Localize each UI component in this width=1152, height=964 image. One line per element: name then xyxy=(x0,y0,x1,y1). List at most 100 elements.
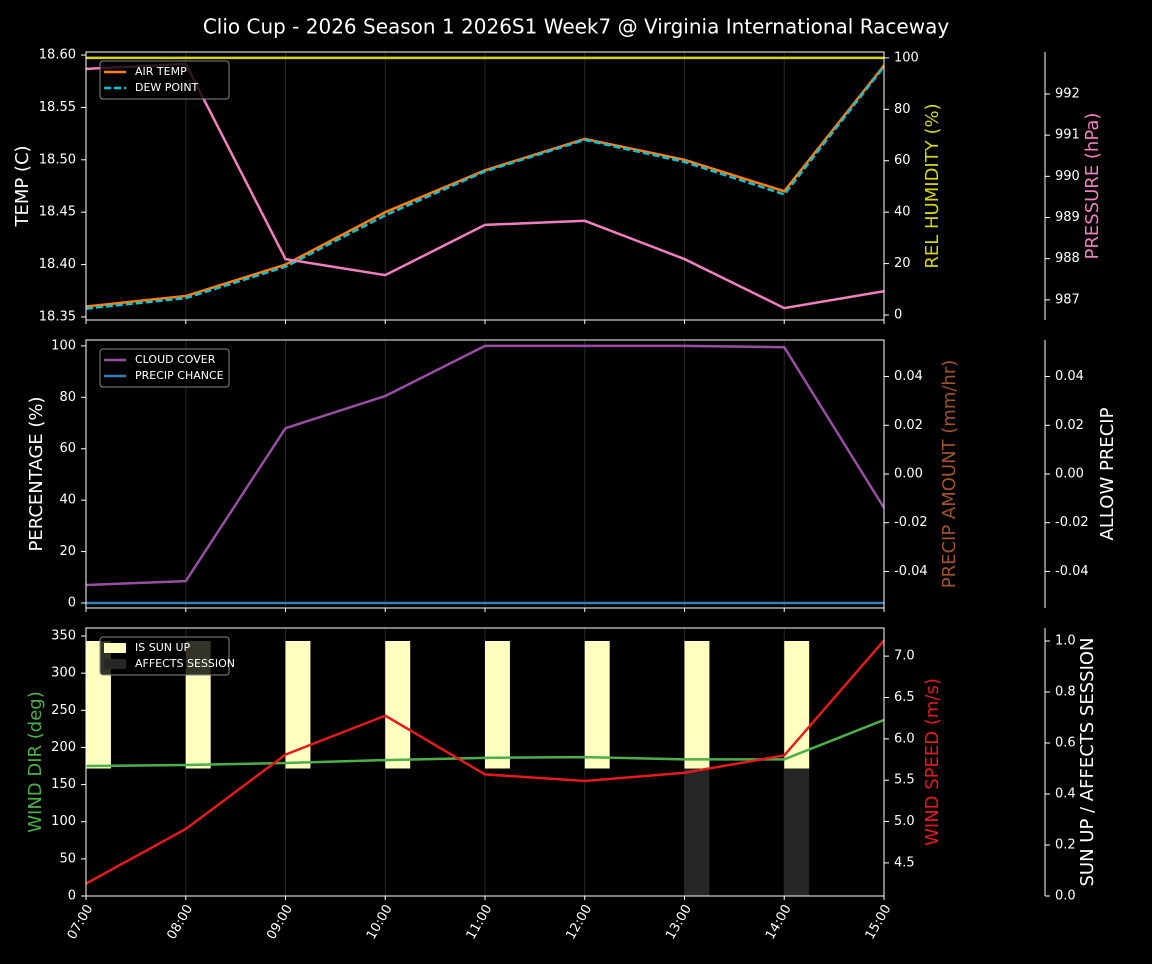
y-tick-label: 80 xyxy=(59,390,76,405)
y3-tick-label: 0.2 xyxy=(1055,838,1076,853)
legend-swatch xyxy=(104,643,126,653)
y-tick-label: 250 xyxy=(51,703,76,718)
x-tick-label: 15:00 xyxy=(863,902,895,942)
y-tick-label: 200 xyxy=(51,740,76,755)
y-tick-label: 60 xyxy=(59,441,76,456)
legend-label: IS SUN UP xyxy=(135,641,191,654)
x-tick-label: 13:00 xyxy=(663,902,695,942)
y2-axis-label: WIND SPEED (m/s) xyxy=(922,678,943,846)
y-tick-label: 0 xyxy=(68,595,76,610)
bar xyxy=(584,641,610,769)
x-tick-label: 12:00 xyxy=(564,902,596,942)
bar xyxy=(784,768,810,896)
legend-box xyxy=(99,348,230,388)
y3-tick-label: 0.02 xyxy=(1055,418,1084,433)
y2-tick-label: 0 xyxy=(894,307,902,322)
y2-tick-label: 7.0 xyxy=(894,649,915,664)
y-tick-label: 50 xyxy=(59,851,76,866)
y-axis-label: PERCENTAGE (%) xyxy=(26,396,47,551)
y3-tick-label: 0.8 xyxy=(1055,685,1076,700)
y2-axis-label: PRECIP AMOUNT (mm/hr) xyxy=(939,360,960,589)
y2-tick-label: -0.02 xyxy=(894,515,928,530)
y3-tick-label: 0.6 xyxy=(1055,736,1076,751)
y-tick-label: 300 xyxy=(51,666,76,681)
y-tick-label: 0 xyxy=(68,889,76,904)
y2-tick-label: 4.5 xyxy=(894,855,915,870)
line-series xyxy=(86,62,884,310)
legend-label: AIR TEMP xyxy=(135,65,187,78)
y3-tick-label: 992 xyxy=(1055,86,1080,101)
bar xyxy=(784,641,810,769)
x-tick-label: 14:00 xyxy=(763,902,795,942)
x-tick-label: 09:00 xyxy=(264,902,296,942)
y3-tick-label: 0.00 xyxy=(1055,467,1084,482)
y3-tick-label: 990 xyxy=(1055,169,1080,184)
y3-tick-label: 0.0 xyxy=(1055,889,1076,904)
y2-tick-label: 5.0 xyxy=(894,814,915,829)
y-tick-label: 18.40 xyxy=(39,257,76,272)
bar xyxy=(485,641,510,769)
y-tick-label: 18.50 xyxy=(39,152,76,167)
y-tick-label: 18.60 xyxy=(39,48,76,63)
legend-label: PRECIP CHANCE xyxy=(135,369,224,382)
y3-tick-label: 987 xyxy=(1055,292,1080,307)
y2-tick-label: 60 xyxy=(894,153,911,168)
plot-area xyxy=(86,56,884,310)
x-tick-label: 10:00 xyxy=(364,902,396,942)
y3-tick-label: 988 xyxy=(1055,251,1080,266)
y-tick-label: 18.55 xyxy=(39,100,76,115)
y-tick-label: 18.35 xyxy=(39,309,76,324)
legend-box xyxy=(99,636,230,676)
plot-area xyxy=(86,344,884,605)
legend-label: DEW POINT xyxy=(135,81,199,94)
bar xyxy=(684,768,710,896)
y-tick-label: 18.45 xyxy=(39,205,76,220)
y-tick-label: 100 xyxy=(51,338,76,353)
y-tick-label: 150 xyxy=(51,777,76,792)
y2-tick-label: 0.04 xyxy=(894,369,923,384)
y3-tick-label: 989 xyxy=(1055,210,1080,225)
y-tick-label: 40 xyxy=(59,493,76,508)
line-series xyxy=(86,344,884,587)
y2-tick-label: 100 xyxy=(894,50,919,65)
y-tick-label: 100 xyxy=(51,814,76,829)
y3-tick-label: 991 xyxy=(1055,128,1080,143)
bar xyxy=(684,641,710,769)
y3-axis-label: PRESSURE (hPa) xyxy=(1082,113,1103,260)
y3-tick-label: 1.0 xyxy=(1055,634,1076,649)
y2-tick-label: -0.04 xyxy=(894,564,928,579)
y-tick-label: 20 xyxy=(59,544,76,559)
x-tick-label: 08:00 xyxy=(165,902,197,942)
y2-tick-label: 6.5 xyxy=(894,690,915,705)
line-series xyxy=(86,65,884,310)
chart-title: Clio Cup - 2026 Season 1 2026S1 Week7 @ … xyxy=(203,15,950,39)
y2-tick-label: 5.5 xyxy=(894,773,915,788)
y-tick-label: 350 xyxy=(51,629,76,644)
y2-tick-label: 0.02 xyxy=(894,418,923,433)
x-tick-label: 07:00 xyxy=(65,902,97,942)
y3-axis-label: SUN UP / AFFECTS SESSION xyxy=(1077,637,1098,886)
x-tick-label: 11:00 xyxy=(464,902,496,942)
y3-tick-label: -0.04 xyxy=(1055,564,1089,579)
line-series xyxy=(86,639,884,885)
y3-tick-label: -0.02 xyxy=(1055,515,1089,530)
y2-tick-label: 6.0 xyxy=(894,731,915,746)
legend-box xyxy=(99,60,230,100)
y2-tick-label: 20 xyxy=(894,256,911,271)
y2-tick-label: 80 xyxy=(894,102,911,117)
y3-tick-label: 0.4 xyxy=(1055,787,1076,802)
y3-axis-label: ALLOW PRECIP xyxy=(1097,407,1118,540)
y3-tick-label: 0.04 xyxy=(1055,369,1084,384)
y-axis-label: TEMP (C) xyxy=(12,145,33,227)
y2-tick-label: 0.00 xyxy=(894,467,923,482)
legend-label: CLOUD COVER xyxy=(135,353,216,366)
bar xyxy=(385,641,411,769)
line-series xyxy=(86,718,884,768)
y2-tick-label: 40 xyxy=(894,205,911,220)
legend-label: AFFECTS SESSION xyxy=(135,657,235,670)
y2-axis-label: REL HUMIDITY (%) xyxy=(922,103,943,268)
legend-swatch xyxy=(104,659,126,669)
y-axis-label: WIND DIR (deg) xyxy=(25,691,46,833)
